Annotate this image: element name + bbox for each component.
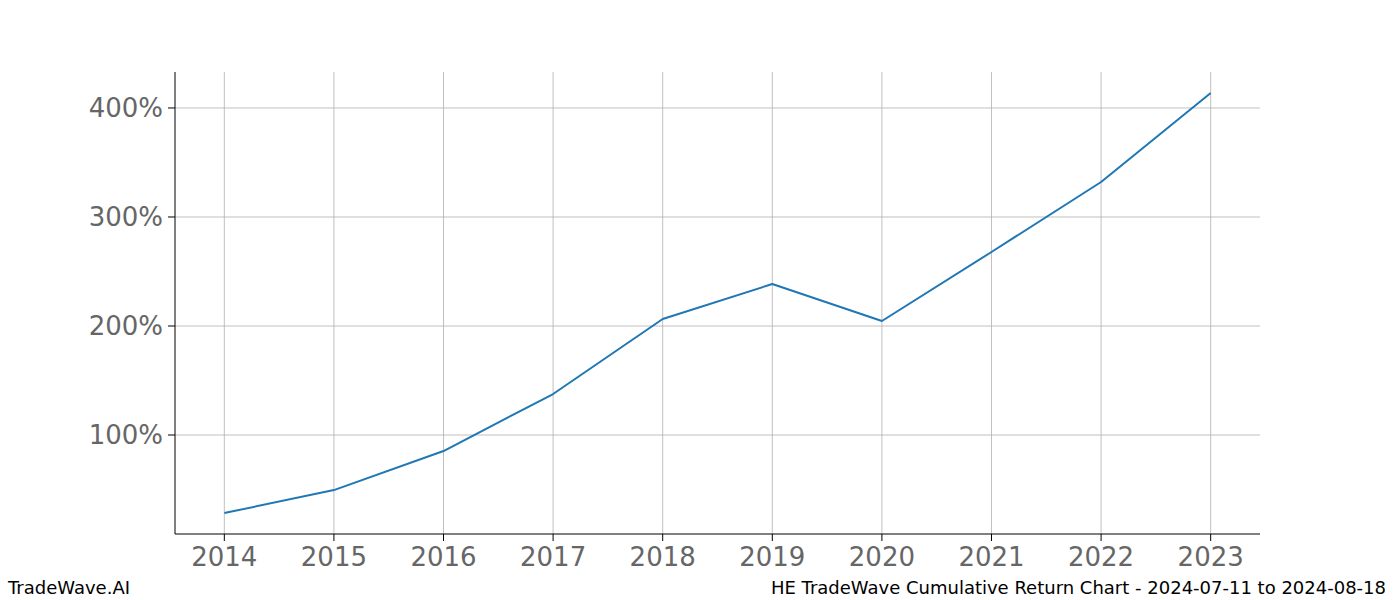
x-tick [662,534,663,541]
x-tick [1210,534,1211,541]
y-tick-label: 400% [89,93,163,123]
x-grid-line [991,72,992,534]
x-grid-line [881,72,882,534]
y-tick-label: 100% [89,420,163,450]
x-grid-line [1101,72,1102,534]
x-grid-line [772,72,773,534]
plot-area [224,93,1210,513]
y-grid-line [175,326,1260,327]
x-tick [991,534,992,541]
x-grid-line [224,72,225,534]
x-tick [772,534,773,541]
y-tick [168,107,175,108]
x-grid-line [662,72,663,534]
y-tick [168,216,175,217]
x-tick [553,534,554,541]
y-grid-line [175,435,1260,436]
x-grid-line [553,72,554,534]
y-grid-line [175,107,1260,108]
x-tick [224,534,225,541]
x-tick-label: 2016 [410,542,476,572]
y-tick-label: 300% [89,202,163,232]
y-grid-line [175,216,1260,217]
x-tick-label: 2018 [630,542,696,572]
x-grid-line [1210,72,1211,534]
grid [175,72,1260,534]
y-tick [168,435,175,436]
line-series [224,93,1210,513]
x-tick-label: 2014 [191,542,257,572]
axes: 2014 2015 2016 2017 2018 2019 2020 2021 2022 2023… [89,72,1260,572]
chart: 2014 2015 2016 2017 2018 2019 2020 2021 2022 2023… [0,0,1400,600]
x-tick [443,534,444,541]
y-tick-label: 200% [89,311,163,341]
x-tick [881,534,882,541]
x-tick-label: 2017 [520,542,586,572]
title: HE TradeWave Cumulative Return Chart - 2… [771,577,1386,598]
x-tick-label: 2020 [849,542,915,572]
y-tick [168,326,175,327]
y-axis-line [175,72,176,534]
x-tick-label: 2023 [1178,542,1244,572]
x-grid-line [333,72,334,534]
x-tick-label: 2015 [301,542,367,572]
x-tick-label: 2022 [1068,542,1134,572]
annotation: TradeWave.AI [7,577,130,598]
x-tick-label: 2021 [958,542,1024,572]
x-grid-line [443,72,444,534]
x-axis-line [175,534,1260,535]
x-tick-label: 2019 [739,542,805,572]
x-tick [1101,534,1102,541]
x-tick [333,534,334,541]
